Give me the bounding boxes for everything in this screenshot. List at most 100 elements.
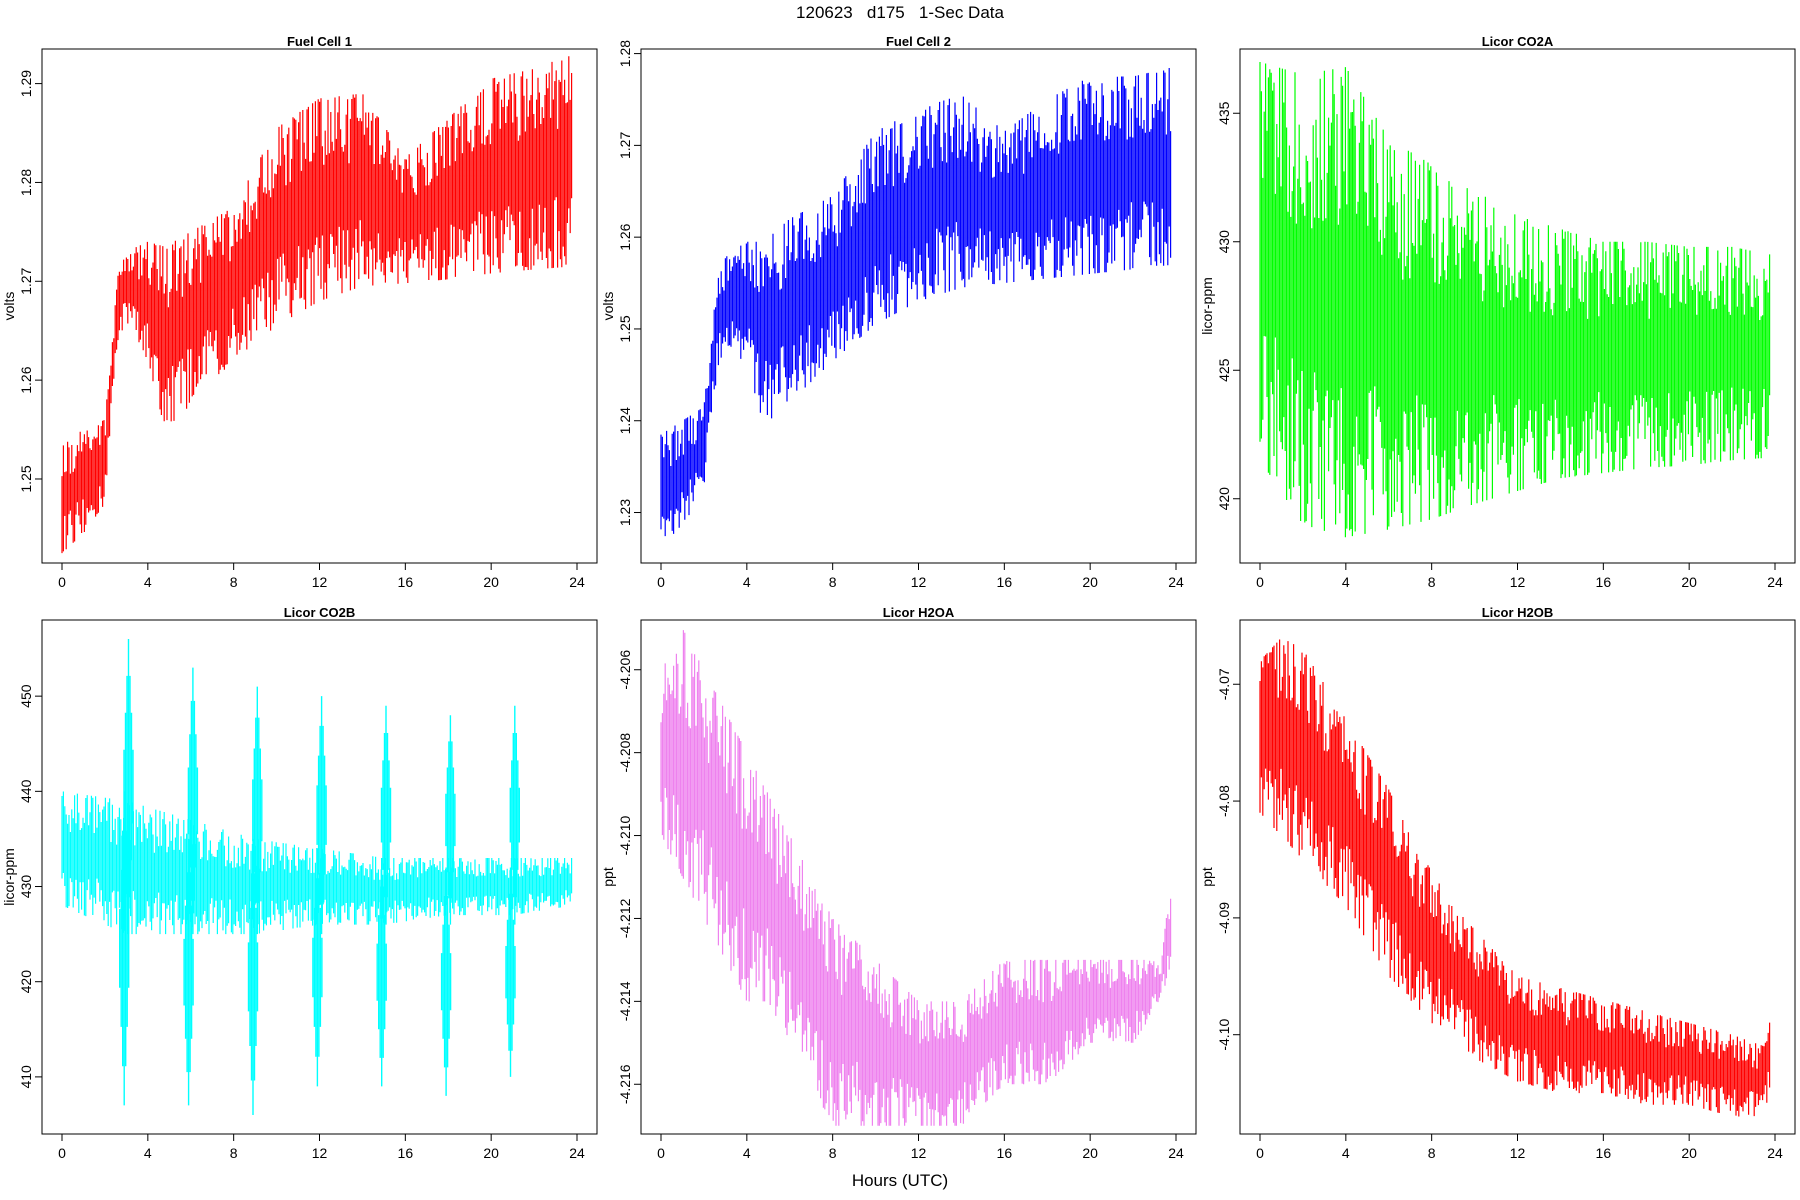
- y-tick-label: 1.24: [617, 407, 633, 434]
- x-tick-label: 12: [1510, 1145, 1526, 1161]
- spike-6: [252, 686, 263, 935]
- y-tick-label: -4.08: [1216, 785, 1232, 817]
- y-tick-label: 430: [1216, 230, 1232, 254]
- series-1-trace: [61, 56, 573, 554]
- chart-panel-4: Licor CO2B licor-ppm 0 4 8 12 16 20 24 410 420 430 4…: [1, 605, 598, 1161]
- spike-7: [312, 848, 323, 1087]
- x-tick-label: 0: [657, 574, 665, 590]
- y-tick-label: 450: [18, 684, 34, 708]
- y-tick-label: -4.214: [617, 981, 633, 1021]
- spike-13: [505, 867, 516, 1077]
- series-5-trace: [660, 630, 1172, 1126]
- x-tick-label: 20: [483, 574, 499, 590]
- y-tick-label: -4.10: [1216, 1019, 1232, 1051]
- y-tick-label: 430: [18, 875, 34, 899]
- panel-title: Licor CO2B: [284, 605, 356, 620]
- y-axis-label: licor-ppm: [1, 848, 17, 906]
- y-tick-label: -4.07: [1216, 668, 1232, 700]
- y-tick-label: 1.23: [617, 499, 633, 526]
- y-axis-label: ppt: [600, 867, 616, 887]
- figure-title: 120623 d175 1-Sec Data: [796, 3, 1004, 22]
- y-tick-label: 1.28: [617, 40, 633, 67]
- y-tick-label: 1.26: [18, 366, 34, 393]
- figure-x-axis-label: Hours (UTC): [851, 1171, 949, 1190]
- x-tick-label: 8: [230, 1145, 238, 1161]
- spike-10: [380, 705, 392, 925]
- x-tick-label: 16: [1596, 1145, 1612, 1161]
- x-tick-label: 0: [58, 1145, 66, 1161]
- y-tick-label: 1.27: [18, 267, 34, 294]
- x-tick-label: 16: [1596, 574, 1612, 590]
- panel-title: Licor H2OB: [1482, 605, 1554, 620]
- y-tick-label: -4.206: [617, 650, 633, 690]
- x-tick-label: 20: [1681, 574, 1697, 590]
- x-tick-label: 12: [1510, 574, 1526, 590]
- spike-9: [376, 858, 387, 1087]
- y-tick-label: -4.216: [617, 1064, 633, 1104]
- x-tick-label: 12: [312, 574, 328, 590]
- series-3-trace: [1259, 62, 1771, 538]
- x-tick-label: 24: [1168, 574, 1184, 590]
- x-tick-label: 8: [829, 1145, 837, 1161]
- x-tick-label: 0: [657, 1145, 665, 1161]
- x-tick-label: 20: [1681, 1145, 1697, 1161]
- x-tick-label: 4: [1342, 1145, 1350, 1161]
- y-tick-label: 440: [18, 779, 34, 803]
- x-tick-label: 24: [569, 574, 585, 590]
- x-tick-label: 4: [743, 574, 751, 590]
- x-tick-label: 12: [911, 574, 927, 590]
- spike-8: [316, 696, 327, 935]
- spike-4: [187, 667, 199, 935]
- y-tick-label: 435: [1216, 101, 1232, 125]
- x-tick-label: 8: [829, 574, 837, 590]
- x-tick-label: 24: [1767, 1145, 1783, 1161]
- spike-3: [183, 838, 194, 1106]
- y-tick-label: 1.27: [617, 132, 633, 159]
- y-tick-label: -4.210: [617, 815, 633, 855]
- x-tick-label: 12: [312, 1145, 328, 1161]
- y-tick-label: -4.09: [1216, 902, 1232, 934]
- y-tick-label: 1.25: [18, 465, 34, 492]
- spike-12: [445, 715, 456, 925]
- x-tick-label: 0: [1256, 574, 1264, 590]
- series-2-trace: [660, 68, 1172, 537]
- x-tick-label: 8: [1428, 574, 1436, 590]
- chart-panel-1: Fuel Cell 1 volts 0 4 8 12 16 20 24 1.25 1.26 1.27 1…: [1, 34, 598, 590]
- x-tick-label: 0: [1256, 1145, 1264, 1161]
- y-axis-label: ppt: [1199, 867, 1215, 887]
- x-tick-label: 16: [398, 1145, 414, 1161]
- y-tick-label: 410: [18, 1065, 34, 1089]
- chart-panel-5: Licor H2OA ppt 0 4 8 12 16 20 24 -4.216 -4.214 -4.2…: [600, 605, 1197, 1161]
- y-axis-label: licor-ppm: [1199, 277, 1215, 335]
- x-tick-label: 20: [1082, 574, 1098, 590]
- series-6-trace: [1259, 639, 1771, 1117]
- x-tick-label: 12: [911, 1145, 927, 1161]
- x-tick-label: 8: [230, 574, 238, 590]
- x-tick-label: 4: [144, 574, 152, 590]
- x-tick-label: 16: [398, 574, 414, 590]
- chart-panel-3: Licor CO2A licor-ppm 0 4 8 12 16 20 24 420 425 430 4…: [1199, 34, 1796, 590]
- y-tick-label: -4.212: [617, 898, 633, 938]
- x-tick-label: 20: [1082, 1145, 1098, 1161]
- spike-5: [247, 838, 259, 1115]
- spike-11: [440, 867, 452, 1096]
- panel-title: Fuel Cell 1: [287, 34, 352, 49]
- y-tick-label: 1.29: [18, 70, 34, 97]
- y-tick-label: 420: [18, 970, 34, 994]
- x-tick-label: 24: [1767, 574, 1783, 590]
- x-tick-label: 24: [569, 1145, 585, 1161]
- x-tick-label: 16: [997, 1145, 1013, 1161]
- y-tick-label: 425: [1216, 358, 1232, 382]
- y-tick-label: 1.26: [617, 223, 633, 250]
- panel-title: Licor CO2A: [1482, 34, 1554, 49]
- panel-title: Licor H2OA: [883, 605, 955, 620]
- x-tick-label: 0: [58, 574, 66, 590]
- y-tick-label: 1.28: [18, 169, 34, 196]
- y-tick-label: 1.25: [617, 315, 633, 342]
- y-axis-label: volts: [1, 292, 17, 321]
- x-tick-label: 20: [483, 1145, 499, 1161]
- spike-1: [119, 791, 130, 1106]
- panel-title: Fuel Cell 2: [886, 34, 951, 49]
- spike-14: [509, 705, 520, 925]
